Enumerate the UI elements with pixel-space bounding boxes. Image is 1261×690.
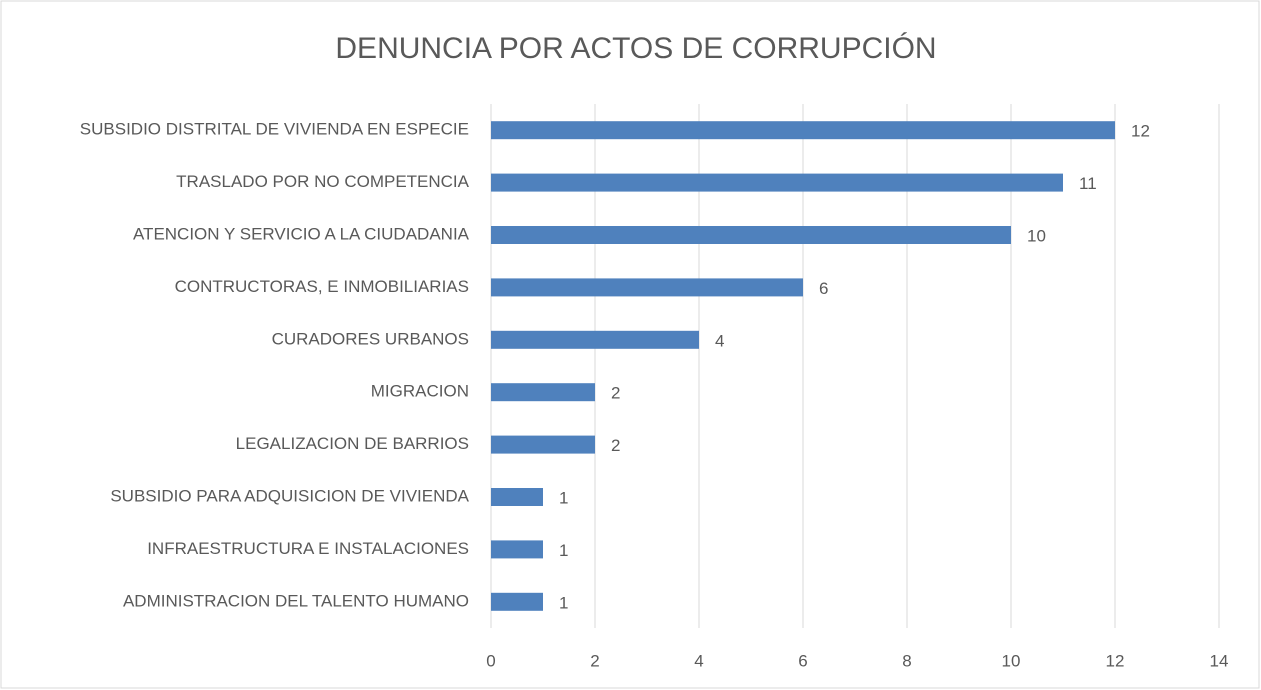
y-tick-label: LEGALIZACION DE BARRIOS bbox=[236, 434, 469, 453]
data-label: 1 bbox=[559, 593, 568, 612]
y-tick-label: ATENCION Y SERVICIO A LA CIUDADANIA bbox=[133, 224, 470, 243]
y-tick-label: TRASLADO POR NO COMPETENCIA bbox=[176, 172, 469, 191]
bar bbox=[491, 592, 543, 611]
data-label: 2 bbox=[611, 436, 620, 455]
bar bbox=[491, 330, 699, 349]
bar bbox=[491, 435, 595, 454]
bar bbox=[491, 173, 1063, 192]
x-tick-label: 10 bbox=[1002, 651, 1021, 670]
x-tick-label: 14 bbox=[1210, 651, 1229, 670]
bar bbox=[491, 540, 543, 559]
bar bbox=[491, 278, 803, 297]
bar bbox=[491, 488, 543, 506]
y-tick-label: SUBSIDIO PARA ADQUISICION DE VIVIENDA bbox=[110, 486, 469, 505]
x-tick-label: 4 bbox=[694, 651, 703, 670]
data-label: 4 bbox=[715, 331, 724, 350]
x-tick-label: 8 bbox=[902, 651, 911, 670]
bar bbox=[491, 121, 1115, 140]
data-label: 1 bbox=[559, 541, 568, 560]
data-label: 1 bbox=[559, 488, 568, 507]
y-tick-label: MIGRACION bbox=[371, 382, 469, 401]
data-label: 10 bbox=[1027, 226, 1046, 245]
y-tick-label: CURADORES URBANOS bbox=[272, 329, 469, 348]
data-label: 11 bbox=[1079, 174, 1097, 193]
bar bbox=[491, 383, 595, 402]
x-tick-label: 2 bbox=[590, 651, 599, 670]
data-label: 12 bbox=[1131, 122, 1150, 141]
bar bbox=[491, 226, 1011, 244]
y-tick-label: SUBSIDIO DISTRITAL DE VIVIENDA EN ESPECI… bbox=[80, 120, 469, 139]
data-label: 2 bbox=[611, 384, 620, 403]
x-tick-label: 0 bbox=[486, 651, 495, 670]
data-label: 6 bbox=[819, 279, 828, 298]
y-tick-label: ADMINISTRACION DEL TALENTO HUMANO bbox=[123, 591, 469, 610]
x-tick-label: 12 bbox=[1106, 651, 1125, 670]
x-tick-label: 6 bbox=[798, 651, 807, 670]
chart-title: DENUNCIA POR ACTOS DE CORRUPCIÓN bbox=[335, 32, 936, 65]
y-tick-label: INFRAESTRUCTURA E INSTALACIONES bbox=[147, 539, 469, 558]
y-tick-label: CONTRUCTORAS, E INMOBILIARIAS bbox=[175, 277, 469, 296]
